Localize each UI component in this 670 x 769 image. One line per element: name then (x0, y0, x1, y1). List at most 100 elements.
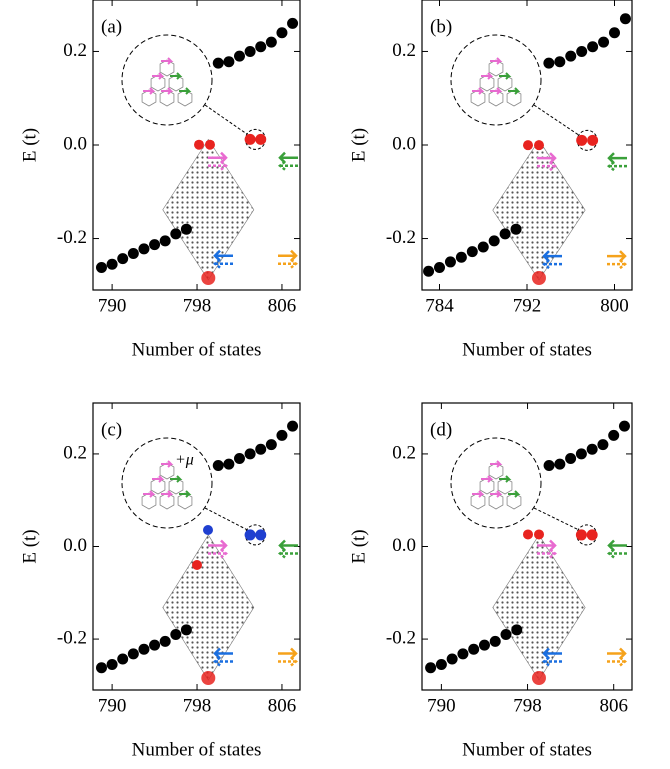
arrow (278, 151, 298, 164)
spin-arrow (472, 87, 485, 95)
hexagon (479, 74, 495, 92)
data-point (255, 133, 267, 145)
data-point (565, 453, 577, 465)
x-tick-label: 798 (513, 695, 542, 716)
data-point (598, 36, 610, 48)
y-tick-label: 0.2 (63, 442, 87, 463)
data-point (127, 648, 139, 660)
arrow (607, 259, 628, 270)
x-tick-label: 806 (268, 295, 297, 316)
hexagon (159, 462, 175, 480)
axes-frame (92, 402, 301, 691)
arrow (277, 548, 298, 559)
panel: -0.2 0.0 0.2 790 798 806 (c) Number of states E … (19, 402, 301, 760)
data-point (244, 133, 256, 145)
data-point (138, 243, 150, 255)
hexagon (159, 89, 175, 107)
arrow (213, 249, 233, 262)
spin-arrow (161, 87, 174, 95)
arrow (541, 656, 562, 667)
arrow (606, 161, 627, 172)
data-point (468, 643, 480, 655)
inset-circle (450, 34, 542, 126)
spin-arrow (179, 87, 192, 95)
spin-arrow (481, 72, 494, 80)
x-tick-label: 790 (427, 695, 456, 716)
y-tick-label: -0.2 (386, 627, 416, 648)
data-point (457, 648, 469, 660)
data-point (586, 443, 598, 455)
lattice (492, 534, 586, 681)
arrow (212, 258, 233, 269)
y-tick-label: 0.2 (392, 40, 416, 61)
inset-dot (194, 139, 204, 150)
data-point (444, 256, 456, 268)
hexagon (168, 477, 184, 495)
hexagon (168, 74, 184, 92)
y-tick-label: -0.2 (386, 227, 416, 248)
zoom-line (204, 104, 248, 135)
x-tick-label: 790 (98, 695, 127, 716)
arrow (278, 249, 298, 262)
data-point (488, 235, 500, 247)
hexagon (470, 492, 486, 510)
data-point (276, 429, 288, 441)
arrow (542, 647, 562, 660)
data-point (212, 57, 224, 69)
hexagon (150, 477, 166, 495)
data-point (608, 429, 620, 441)
data-point (446, 653, 458, 665)
data-point (510, 223, 522, 235)
arrow (542, 250, 562, 263)
spin-arrow (508, 490, 521, 498)
arrow (537, 539, 557, 552)
spin-arrow (143, 87, 156, 95)
inset-circle (450, 437, 542, 529)
data-point (180, 624, 192, 636)
spin-arrow (490, 57, 503, 65)
data-point (95, 662, 107, 674)
arrow (607, 250, 627, 263)
hexagon (488, 89, 504, 107)
spin-arrow (152, 72, 165, 80)
y-axis-label: E (t) (19, 128, 40, 162)
data-point (244, 529, 256, 541)
x-axis-label: Number of states (462, 339, 592, 360)
data-point (117, 653, 129, 665)
hexagon (159, 59, 175, 77)
y-tick-label: 0.0 (392, 535, 416, 556)
x-tick-label: 792 (513, 295, 542, 316)
data-point (609, 27, 620, 39)
hexagon (488, 59, 504, 77)
data-point (587, 41, 599, 53)
panel: -0.2 0.0 0.2 790 798 806 (d) Number of states E … (348, 402, 633, 760)
data-point (434, 262, 445, 274)
x-axis-label: Number of states (132, 339, 262, 360)
data-point (106, 258, 118, 270)
axes-frame (421, 0, 633, 291)
spin-arrow (161, 490, 174, 498)
data-point (265, 439, 277, 451)
arrow (208, 160, 229, 171)
spin-arrow (170, 72, 183, 80)
data-point (554, 56, 566, 68)
data-point (575, 529, 587, 541)
inset-dot (523, 140, 533, 151)
spin-arrow (499, 72, 512, 80)
data-point (170, 628, 182, 640)
arrow (277, 160, 298, 171)
data-point (233, 453, 245, 465)
axes-frame (92, 0, 301, 291)
data-point (149, 239, 161, 251)
inset-circle (121, 34, 213, 126)
data-point (466, 246, 478, 258)
arrow (212, 656, 233, 667)
y-axis-label: E (t) (348, 128, 369, 162)
inset-dot (534, 529, 544, 540)
spin-arrow (170, 475, 183, 483)
arrow (278, 539, 298, 552)
hexagon (488, 492, 504, 510)
data-point (223, 458, 235, 470)
data-point (619, 13, 631, 25)
